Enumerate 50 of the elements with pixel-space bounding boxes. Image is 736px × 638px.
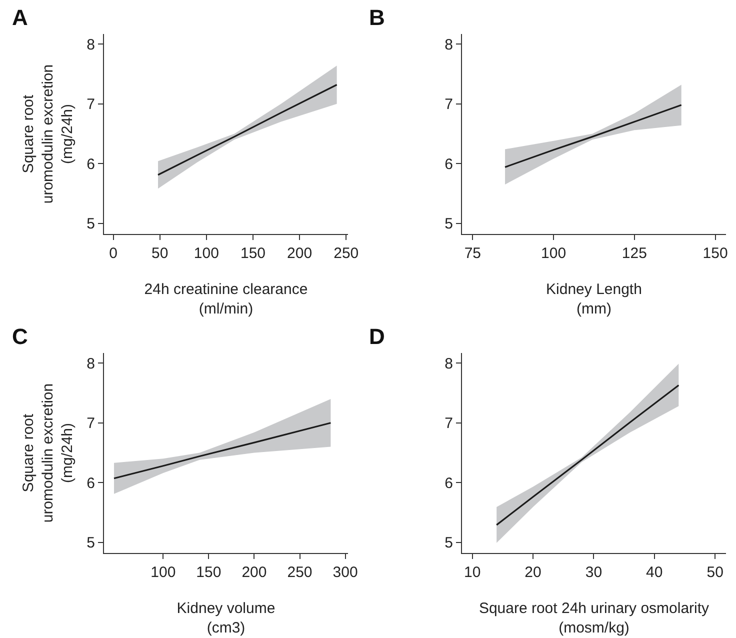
y-tick-label: 6 — [444, 156, 453, 173]
y-tick-label: 5 — [444, 216, 453, 232]
x-axis-title: 24h creatinine clearance (ml/min) — [144, 281, 308, 318]
y-tick-label: 8 — [86, 355, 95, 372]
line-series — [504, 104, 682, 168]
y-tick-label: 5 — [86, 216, 95, 232]
y-tick-label: 7 — [86, 415, 95, 432]
chart-title: D — [369, 324, 385, 349]
y-tick-label: 7 — [444, 415, 453, 432]
x-tick-label: 150 — [240, 245, 266, 262]
y-tick-label: 5 — [444, 534, 453, 552]
x-tick-label: 10 — [464, 564, 481, 581]
chart-title: A — [12, 4, 28, 30]
x-axis-title: Kidney Length (mm) — [546, 281, 642, 318]
line-series — [496, 384, 680, 526]
x-tick-label: 125 — [622, 245, 647, 262]
line-series — [157, 84, 338, 176]
x-tick-label: 200 — [287, 245, 312, 262]
y-tick-label: 6 — [86, 474, 95, 492]
x-tick-label: 30 — [585, 564, 602, 581]
x-tick-label: 150 — [702, 245, 728, 262]
x-tick-label: 300 — [332, 564, 358, 581]
y-tick-label: 8 — [86, 36, 95, 54]
x-tick-label: 0 — [109, 245, 118, 262]
x-tick-label: 250 — [287, 564, 312, 581]
y-axis-title: Square root uromodulin excretion (mg/24h) — [20, 383, 76, 523]
x-tick-label: 250 — [334, 245, 359, 262]
x-tick-label: 200 — [242, 564, 267, 581]
y-tick-label: 7 — [444, 96, 453, 114]
x-tick-label: 50 — [706, 564, 724, 581]
x-tick-label: 100 — [150, 564, 176, 581]
x-tick-label: 50 — [152, 245, 168, 262]
y-tick-label: 6 — [86, 156, 95, 173]
x-tick-label: 100 — [541, 245, 566, 262]
chart-title: C — [12, 324, 28, 349]
x-tick-label: 40 — [646, 564, 663, 581]
x-tick-label: 20 — [524, 564, 542, 581]
y-tick-label: 8 — [444, 36, 453, 54]
y-tick-label: 5 — [86, 534, 95, 552]
x-axis-title: Square root 24h urinary osmolarity (mosm/kg) — [478, 600, 710, 636]
y-tick-label: 8 — [444, 355, 453, 372]
x-tick-label: 150 — [196, 564, 222, 581]
y-axis-title: Square root uromodulin excretion (mg/24h) — [20, 64, 76, 204]
x-tick-label: 100 — [194, 245, 219, 262]
x-axis-title: Kidney volume (cm3) — [176, 600, 276, 636]
y-tick-label: 7 — [86, 96, 95, 114]
line-series — [113, 422, 332, 480]
chart-title: B — [369, 4, 385, 30]
y-tick-label: 6 — [444, 474, 453, 492]
x-tick-label: 75 — [464, 245, 482, 262]
